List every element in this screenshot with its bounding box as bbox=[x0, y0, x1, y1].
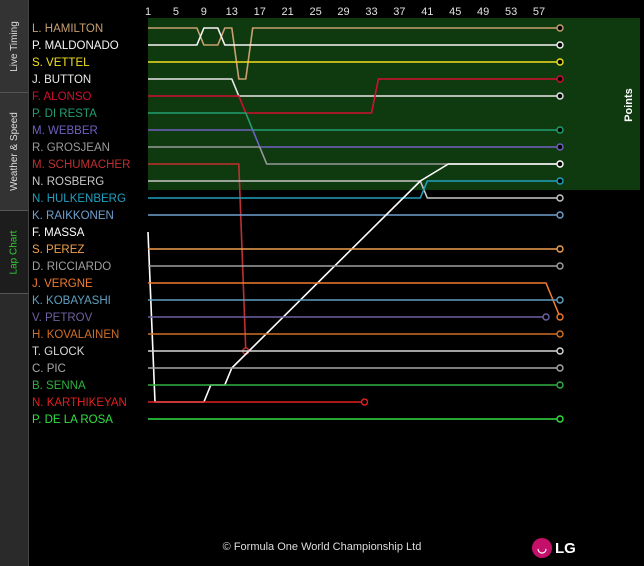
driver-label: K. RAIKKONEN bbox=[32, 210, 114, 222]
tab-live-timing[interactable]: Live Timing bbox=[0, 0, 28, 93]
series-end-marker bbox=[556, 313, 564, 321]
driver-label: J. BUTTON bbox=[32, 74, 91, 86]
driver-label: S. VETTEL bbox=[32, 57, 90, 69]
series-line bbox=[148, 78, 560, 114]
x-tick-label: 9 bbox=[201, 6, 207, 18]
driver-label: P. DE LA ROSA bbox=[32, 414, 113, 426]
points-label: Points bbox=[623, 88, 635, 122]
driver-label: C. PIC bbox=[32, 363, 66, 375]
x-tick-label: 5 bbox=[173, 6, 179, 18]
x-tick-label: 17 bbox=[254, 6, 266, 18]
series-line bbox=[148, 78, 560, 97]
series-line bbox=[148, 27, 560, 46]
x-tick-label: 41 bbox=[421, 6, 433, 18]
x-tick-label: 25 bbox=[309, 6, 321, 18]
series-end-marker bbox=[556, 143, 564, 151]
driver-label: N. KARTHIKEYAN bbox=[32, 397, 127, 409]
series-end-marker bbox=[556, 160, 564, 168]
series-line bbox=[148, 163, 247, 352]
series-end-marker bbox=[556, 177, 564, 185]
series-end-marker bbox=[556, 381, 564, 389]
driver-label: N. ROSBERG bbox=[32, 176, 104, 188]
driver-label: D. RICCIARDO bbox=[32, 261, 111, 273]
series-line bbox=[148, 129, 560, 148]
driver-label: M. SCHUMACHER bbox=[32, 159, 130, 171]
x-tick-label: 1 bbox=[145, 6, 151, 18]
series-line bbox=[148, 180, 560, 199]
tab-weather-speed[interactable]: Weather & Speed bbox=[0, 93, 28, 211]
series-end-marker bbox=[556, 92, 564, 100]
series-end-marker bbox=[556, 194, 564, 202]
series-end-marker bbox=[360, 398, 369, 406]
sidebar: Live Timing Weather & Speed Lap Chart bbox=[0, 0, 29, 566]
series-line bbox=[148, 112, 560, 131]
driver-label: N. HULKENBERG bbox=[32, 193, 126, 205]
series-end-marker bbox=[556, 415, 564, 423]
driver-label: B. SENNA bbox=[32, 380, 86, 392]
series-line bbox=[148, 146, 560, 165]
x-tick-label: 21 bbox=[282, 6, 294, 18]
series-end-marker bbox=[556, 24, 564, 32]
lg-logo-icon: ◡ bbox=[532, 538, 552, 558]
series-end-marker bbox=[556, 296, 564, 304]
driver-label: M. WEBBER bbox=[32, 125, 98, 137]
x-tick-label: 13 bbox=[226, 6, 238, 18]
driver-label: R. GROSJEAN bbox=[32, 142, 110, 154]
x-tick-label: 57 bbox=[533, 6, 545, 18]
series-end-marker bbox=[556, 126, 564, 134]
tab-lap-chart[interactable]: Lap Chart bbox=[0, 211, 28, 294]
series-line bbox=[148, 282, 561, 318]
series-end-marker bbox=[556, 245, 564, 253]
series-end-marker bbox=[556, 262, 564, 270]
driver-label: K. KOBAYASHI bbox=[32, 295, 111, 307]
series-end-marker bbox=[556, 364, 564, 372]
driver-label: J. VERGNE bbox=[32, 278, 93, 290]
series-end-marker bbox=[556, 75, 564, 83]
driver-label: P. MALDONADO bbox=[32, 40, 119, 52]
series-end-marker bbox=[542, 313, 550, 321]
driver-label: P. DI RESTA bbox=[32, 108, 97, 120]
lg-logo-text: LG bbox=[555, 539, 576, 557]
series-end-marker bbox=[556, 58, 564, 66]
series-end-marker bbox=[556, 347, 564, 355]
x-tick-label: 33 bbox=[365, 6, 377, 18]
driver-label: T. GLOCK bbox=[32, 346, 85, 358]
x-tick-label: 37 bbox=[393, 6, 405, 18]
driver-label: F. ALONSO bbox=[32, 91, 91, 103]
driver-label: S. PEREZ bbox=[32, 244, 84, 256]
x-tick-label: 45 bbox=[449, 6, 461, 18]
driver-label: H. KOVALAINEN bbox=[32, 329, 119, 341]
lg-logo: ◡ LG bbox=[532, 538, 576, 558]
series-end-marker bbox=[556, 330, 564, 338]
driver-label: V. PETROV bbox=[32, 312, 93, 324]
x-tick-label: 29 bbox=[337, 6, 349, 18]
driver-label: F. MASSA bbox=[32, 227, 85, 239]
x-tick-label: 53 bbox=[505, 6, 517, 18]
series-end-marker bbox=[556, 211, 564, 219]
footer-copyright: © Formula One World Championship Ltd bbox=[222, 541, 422, 553]
series-end-marker bbox=[556, 41, 564, 49]
driver-label: L. HAMILTON bbox=[32, 23, 103, 35]
x-tick-label: 49 bbox=[477, 6, 489, 18]
